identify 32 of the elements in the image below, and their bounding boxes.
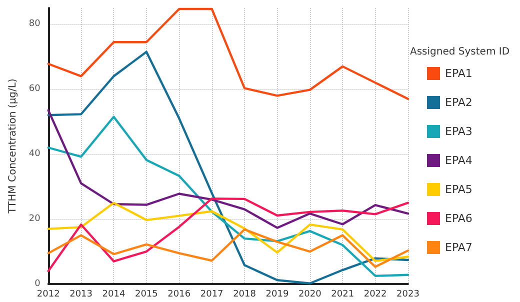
line-series: [47, 198, 410, 272]
legend-label: EPA4: [445, 154, 472, 167]
legend-label: EPA1: [445, 67, 472, 80]
y-tick-label: 0: [34, 279, 41, 289]
x-tick-label: 2021: [331, 290, 354, 300]
line-series: [47, 116, 410, 277]
x-tick-label: 2019: [266, 290, 289, 300]
legend-label: EPA7: [445, 241, 472, 254]
line-series: [47, 202, 410, 262]
legend-title: Assigned System ID: [410, 46, 510, 58]
y-tick-label: 80: [28, 19, 41, 30]
x-tick-label: 2018: [233, 290, 256, 300]
y-tick-label: 40: [28, 149, 41, 160]
x-tick-label: 2017: [200, 290, 224, 300]
x-tick-label: 2020: [298, 290, 322, 300]
y-tick-label: 60: [28, 84, 41, 94]
legend-label: EPA6: [445, 212, 472, 225]
line-series: [47, 8, 410, 100]
x-tick-label: 2014: [102, 290, 126, 300]
x-tick-label: 2013: [70, 290, 92, 300]
line-series: [47, 109, 410, 229]
line-series: [47, 228, 410, 268]
x-tick-label: 2022: [364, 290, 387, 300]
y-axis-title: TTHM Concentration (µg/L): [8, 78, 18, 214]
x-tick-label: 2023: [396, 290, 420, 300]
y-tick-label: 20: [28, 214, 41, 224]
legend-label: EPA3: [445, 125, 472, 138]
legend-label: EPA2: [445, 96, 472, 109]
x-tick-label: 2016: [168, 290, 191, 300]
legend-label: EPA5: [445, 183, 472, 196]
x-tick-label: 2015: [134, 290, 158, 300]
x-tick-label: 2012: [36, 290, 60, 300]
